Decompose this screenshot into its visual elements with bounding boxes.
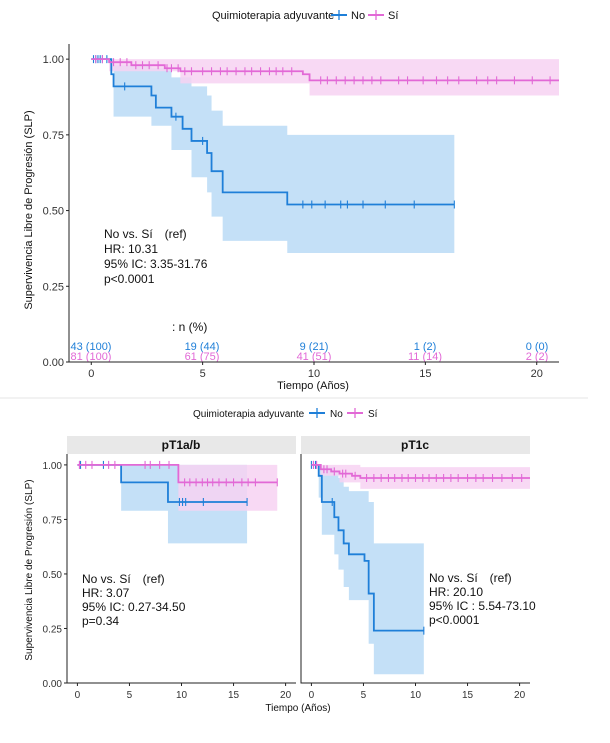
pt1ab-x-tick-label: 20: [280, 690, 292, 701]
top-legend-label-si: Sí: [388, 10, 398, 22]
km-panel-pt1ab: 0.00 0.25 0.50 0.75 1.00 0 5 10 15 20: [43, 454, 296, 701]
pt1ab-y-tick-label: 0.00: [43, 679, 63, 690]
pt1ab-x-tick-label: 0: [75, 690, 81, 701]
pt1ab-x-tick-label: 10: [176, 690, 188, 701]
pt1c-survival-line-no: [311, 464, 424, 632]
risk-no-0: 43 (100): [71, 341, 112, 353]
risk-no-15: 1 (2): [414, 341, 437, 353]
pt1ab-y-tick-label: 0.25: [43, 624, 63, 635]
pt1ab-y-tick-label: 1.00: [43, 461, 63, 472]
bottom-legend-title: Quimioterapia adyuvante: [193, 409, 305, 420]
top-x-tick-label: 15: [419, 368, 431, 380]
top-stats-line-1: No vs. Sí (ref): [104, 227, 187, 241]
top-stats-line-2: HR: 10.31: [104, 242, 158, 256]
facet-strip-pt1ab: [67, 436, 296, 454]
bottom-legend: Quimioterapia adyuvante No Sí: [193, 408, 378, 420]
pt1c-stats-annotation: No vs. Sí (ref) HR: 20.10 95% IC : 5.54-…: [429, 571, 536, 627]
pt1c-stats-line-3: 95% IC : 5.54-73.10: [429, 599, 536, 613]
risk-no-5: 19 (44): [185, 341, 220, 353]
top-legend-key-no: [331, 10, 347, 20]
top-x-tick-label: 0: [88, 368, 94, 380]
risk-table: 43 (100) 19 (44) 9 (21) 1 (2) 0 (0) 81 (…: [71, 341, 549, 363]
pt1c-stats-line-1: No vs. Sí (ref): [429, 571, 512, 585]
risk-si-5: 61 (75): [185, 351, 220, 363]
bottom-legend-key-si: [347, 408, 363, 418]
top-legend-label-no: No: [351, 10, 365, 22]
top-legend-title: Quimioterapia adyuvante: [212, 10, 334, 22]
top-x-tick-label: 20: [531, 368, 543, 380]
pt1ab-ci-band-si: [77, 464, 278, 511]
risk-si-10: 41 (51): [297, 351, 332, 363]
pt1ab-stats-line-2: HR: 3.07: [82, 586, 130, 600]
km-panel-pt1c: 0 5 10 15 20: [300, 454, 530, 701]
pt1c-ci-band-no: [311, 464, 424, 675]
bottom-legend-label-si: Sí: [368, 409, 378, 420]
top-survival-line-no: [91, 58, 455, 206]
pt1ab-survival-line-si: [77, 464, 278, 484]
top-y-tick-label: 0.75: [43, 130, 64, 142]
top-y-tick-label: 0.25: [43, 281, 64, 293]
pt1ab-y-tick-label: 0.50: [43, 570, 63, 581]
bottom-legend-label-no: No: [330, 409, 343, 420]
pt1ab-x-tick-label: 5: [127, 690, 133, 701]
facet-title-pt1c: pT1c: [401, 438, 429, 452]
pt1ab-stats-annotation: No vs. Sí (ref) HR: 3.07 95% IC: 0.27-34…: [82, 572, 186, 628]
pt1ab-stats-line-1: No vs. Sí (ref): [82, 572, 165, 586]
pt1c-stats-line-4: p<0.0001: [429, 613, 480, 627]
pt1c-x-tick-label: 10: [410, 690, 422, 701]
pt1c-stats-line-2: HR: 20.10: [429, 585, 483, 599]
facet-strip-pt1c: [301, 436, 530, 454]
top-x-tick-label: 10: [308, 368, 320, 380]
top-x-axis-label: Tiempo (Años): [277, 380, 349, 392]
pt1ab-x-tick-label: 15: [228, 690, 240, 701]
risk-si-0: 81 (100): [71, 351, 112, 363]
facet-title-pt1ab: pT1a/b: [162, 438, 201, 452]
top-survival-line-si: [91, 58, 559, 82]
risk-no-10: 9 (21): [300, 341, 329, 353]
pt1ab-stats-line-3: 95% IC: 0.27-34.50: [82, 600, 186, 614]
pt1c-axes: [300, 454, 530, 684]
bottom-y-axis-label: Supervivencia Libre de Progresión (SLP): [24, 479, 35, 660]
top-stats-line-3: 95% IC: 3.35-31.76: [104, 257, 208, 271]
top-legend-key-si: [368, 10, 384, 20]
top-ci-band-si: [91, 59, 559, 96]
top-x-tick-label: 5: [200, 368, 206, 380]
pt1c-survival-line-si: [311, 464, 530, 479]
top-y-axis-label: Supervivencia Libre de Progresión (SLP): [23, 110, 35, 309]
pt1ab-stats-line-4: p=0.34: [82, 614, 119, 628]
top-risk-table-title: : n (%): [172, 320, 207, 334]
risk-no-20: 0 (0): [526, 341, 549, 353]
top-y-tick-label: 0.50: [43, 206, 64, 218]
top-stats-annotation: No vs. Sí (ref) HR: 10.31 95% IC: 3.35-3…: [104, 227, 208, 286]
bottom-legend-key-no: [309, 408, 325, 418]
top-y-tick-label: 1.00: [43, 54, 64, 66]
top-y-tick-label: 0.00: [43, 357, 64, 369]
bottom-x-axis-label: Tiempo (Años): [265, 703, 330, 714]
pt1c-x-tick-label: 20: [514, 690, 526, 701]
risk-si-20: 2 (2): [526, 351, 549, 363]
pt1ab-y-tick-label: 0.75: [43, 515, 63, 526]
pt1c-x-tick-label: 5: [361, 690, 367, 701]
top-stats-line-4: p<0.0001: [104, 272, 155, 286]
risk-si-15: 11 (14): [408, 351, 442, 363]
top-legend: Quimioterapia adyuvante No Sí: [212, 10, 398, 22]
pt1c-ci-band-si: [311, 464, 530, 489]
pt1c-x-tick-label: 0: [309, 690, 315, 701]
pt1c-x-tick-label: 15: [462, 690, 474, 701]
km-panel-overall: 0.00 0.25 0.50 0.75 1.00 0 5 10 15 20: [43, 44, 559, 380]
